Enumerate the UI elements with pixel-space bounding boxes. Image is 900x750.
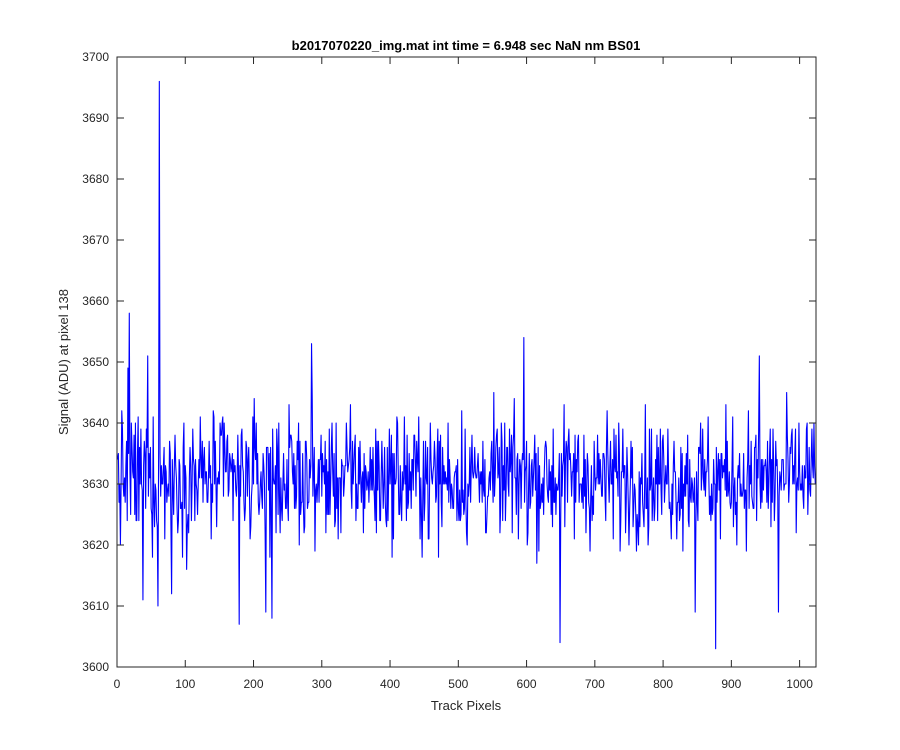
x-tick-label: 500 bbox=[448, 677, 468, 691]
x-tick-label: 0 bbox=[114, 677, 121, 691]
y-tick-label: 3640 bbox=[82, 416, 109, 430]
y-tick-label: 3650 bbox=[82, 355, 109, 369]
y-tick-label: 3690 bbox=[82, 111, 109, 125]
y-tick-label: 3660 bbox=[82, 294, 109, 308]
x-tick-label: 900 bbox=[721, 677, 741, 691]
x-tick-label: 1000 bbox=[786, 677, 813, 691]
x-tick-label: 600 bbox=[517, 677, 537, 691]
x-tick-label: 300 bbox=[312, 677, 332, 691]
chart-title: b2017070220_img.mat int time = 6.948 sec… bbox=[292, 38, 641, 53]
x-tick-label: 200 bbox=[244, 677, 264, 691]
y-tick-label: 3670 bbox=[82, 233, 109, 247]
x-tick-label: 100 bbox=[175, 677, 195, 691]
y-tick-label: 3700 bbox=[82, 50, 109, 64]
plot-area bbox=[117, 57, 816, 667]
x-axis-label: Track Pixels bbox=[431, 698, 502, 713]
y-tick-label: 3610 bbox=[82, 599, 109, 613]
signal-line bbox=[117, 80, 816, 650]
y-tick-label: 3620 bbox=[82, 538, 109, 552]
tick-layer: 0 100 200 300 400 500 600 700 800 900 1000 3600 3610… bbox=[82, 50, 816, 691]
x-tick-label: 800 bbox=[653, 677, 673, 691]
x-tick-label: 400 bbox=[380, 677, 400, 691]
y-tick-label: 3680 bbox=[82, 172, 109, 186]
y-axis-label: Signal (ADU) at pixel 138 bbox=[56, 289, 71, 435]
series-layer bbox=[117, 80, 816, 650]
y-tick-label: 3630 bbox=[82, 477, 109, 491]
y-tick-label: 3600 bbox=[82, 660, 109, 674]
x-tick-label: 700 bbox=[585, 677, 605, 691]
